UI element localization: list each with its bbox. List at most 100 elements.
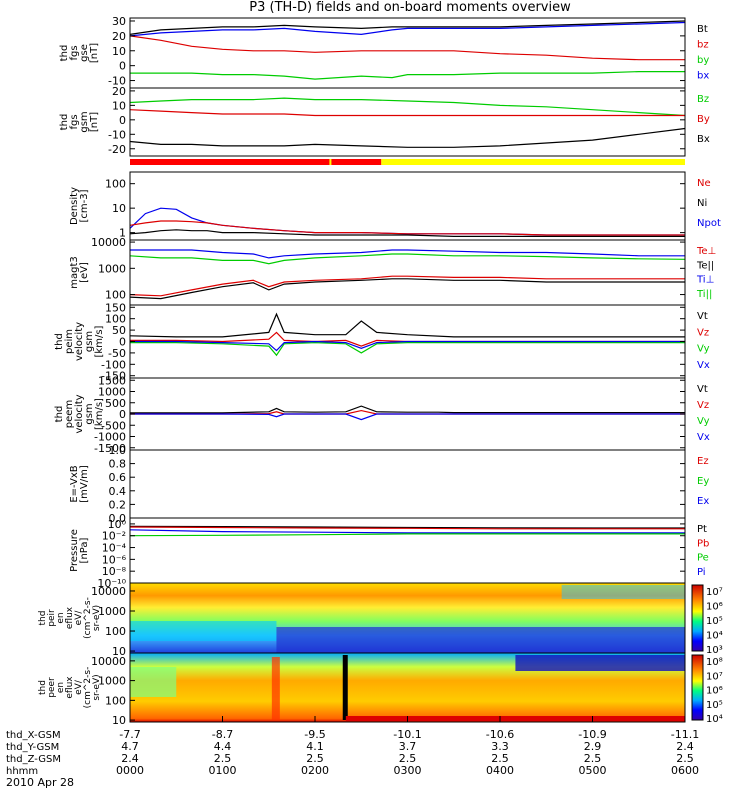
y-tick-label: 0.4 xyxy=(109,485,127,498)
colorbar xyxy=(691,654,704,721)
legend-entry: Bt xyxy=(697,24,708,35)
y-tick-label: 10000 xyxy=(91,236,126,249)
x-tick-label: -10.1 xyxy=(393,728,421,741)
spectrogram-region xyxy=(271,657,280,720)
series-line-black xyxy=(129,278,685,300)
spectrogram-region xyxy=(130,667,177,697)
y-tick-label: 10⁻⁶ xyxy=(102,553,127,566)
y-tick-label: 0.0 xyxy=(109,512,127,525)
x-axis-row-label: thd_Y-GSM xyxy=(6,742,59,753)
y-axis-label: gse xyxy=(79,44,90,62)
series-line-blue xyxy=(129,21,686,37)
y-tick-label: -1000 xyxy=(94,431,126,444)
colorbar-tick-label: 10⁷ xyxy=(706,587,723,598)
x-tick-label: 2.9 xyxy=(584,740,602,753)
series-line-red xyxy=(129,526,685,530)
legend-entry: by xyxy=(697,55,709,66)
series-line-green xyxy=(129,97,686,117)
series-line-black xyxy=(129,20,686,35)
series-line-blue xyxy=(130,249,685,259)
x-tick-label: -9.5 xyxy=(304,728,325,741)
x-tick-label: 3.7 xyxy=(399,740,417,753)
y-axis-label: peem xyxy=(64,400,75,428)
y-axis-label: en xyxy=(56,682,66,693)
y-tick-label: -1500 xyxy=(94,442,126,455)
x-axis-row-label: hhmm xyxy=(6,766,38,777)
panel-fgs_gse: 30 20 10 0 -10 thd fgs gse [nT] Bt bz by bx xyxy=(59,15,709,89)
y-axis-label: [mV/m] xyxy=(79,465,90,503)
legend-entry: Vx xyxy=(697,432,710,443)
y-tick-label: 1000 xyxy=(98,262,126,275)
series-line-red xyxy=(129,275,685,297)
panel-efield: 1.00.80.60.40.20.0 E=-VxB [mV/m] Ez Ey Ex xyxy=(69,444,709,525)
spectrogram-gap xyxy=(342,655,348,720)
series-line-black xyxy=(129,312,685,338)
y-axis-label: peer xyxy=(47,677,57,698)
series-line-black xyxy=(129,525,685,529)
y-tick-label: -100 xyxy=(101,358,126,371)
y-axis-label: fgs xyxy=(69,114,80,129)
panel-density: 100 10 1 Density [cm-3] Ne Ni Npot xyxy=(69,171,721,241)
series-line-green xyxy=(129,533,685,537)
colorbar-tick-label: 10⁵ xyxy=(706,700,723,711)
y-axis-label: [km/s] xyxy=(94,325,105,357)
spectrogram-region xyxy=(276,627,685,653)
y-tick-label: 0.2 xyxy=(109,498,127,511)
x-tick-label: 4.4 xyxy=(214,740,232,753)
y-tick-label: 10000 xyxy=(91,655,126,668)
legend-entry: By xyxy=(697,114,710,125)
y-tick-label: 10 xyxy=(112,99,126,112)
y-tick-label: 1000 xyxy=(98,675,126,688)
spectrogram-region xyxy=(515,655,685,671)
colorbar-tick-label: 10⁶ xyxy=(706,602,723,613)
series-line-black xyxy=(129,127,686,148)
series-line-blue xyxy=(130,413,685,421)
x-tick-label: 3.3 xyxy=(491,740,509,753)
series-line-red xyxy=(129,35,685,61)
x-tick-label: 2.5 xyxy=(491,752,509,765)
legend-entry: bx xyxy=(697,71,709,82)
y-tick-label: 0.8 xyxy=(109,458,127,471)
y-axis-label: eflux xyxy=(65,606,75,629)
y-tick-label: -500 xyxy=(101,419,126,432)
y-tick-label: 10⁻⁸ xyxy=(102,565,127,578)
y-axis-label: fgs xyxy=(69,45,80,60)
y-axis-label: [km/s] xyxy=(94,398,105,430)
panel-temperature: 10000 1000 100 magt3 [eV] Te⊥ Te|| Ti⊥ Ti|| xyxy=(69,236,716,306)
legend-entry: Npot xyxy=(697,218,721,229)
x-tick-label: 0500 xyxy=(579,764,607,777)
series-line-blue xyxy=(130,340,685,352)
series-line-black xyxy=(130,405,685,414)
legend-entry: Ex xyxy=(697,496,709,507)
colorbar xyxy=(691,584,704,652)
spectrogram-peir_en_eflux: 10000 1000 100 10 thd peir en eflux eV/(cm^2-s-s… xyxy=(38,582,723,658)
y-tick-label: 1000 xyxy=(98,605,126,618)
y-tick-label: 20 xyxy=(112,85,126,98)
y-axis-label: peim xyxy=(64,329,75,354)
series-line-green xyxy=(129,253,686,265)
mode-bar-red xyxy=(130,159,382,165)
y-tick-label: -50 xyxy=(108,347,126,360)
legend-entry: Vz xyxy=(697,327,709,338)
colorbar-tick-label: 10³ xyxy=(706,645,723,656)
y-tick-label: -10 xyxy=(108,75,126,88)
date-label: 2010 Apr 28 xyxy=(6,776,74,789)
y-axis-label: thd xyxy=(54,406,65,423)
x-tick-label: 2.5 xyxy=(399,752,417,765)
x-tick-label: 4.1 xyxy=(306,740,324,753)
legend-entry: Pt xyxy=(697,524,707,535)
y-tick-label: 10⁻² xyxy=(102,530,126,543)
y-axis-label: magt3 xyxy=(69,256,80,289)
y-axis-label: peir xyxy=(47,609,57,627)
legend-entry: bz xyxy=(697,40,709,51)
y-tick-label: 10 xyxy=(112,645,126,658)
legend-entry: Vt xyxy=(697,311,708,322)
x-tick-label: 2.5 xyxy=(676,752,694,765)
x-tick-label: -10.9 xyxy=(578,728,606,741)
y-axis-label: [nT] xyxy=(89,112,100,132)
legend-entry: Te|| xyxy=(696,260,714,271)
x-tick-label: -8.7 xyxy=(212,728,233,741)
x-tick-label: 2.5 xyxy=(306,752,324,765)
y-tick-label: 10 xyxy=(112,714,126,727)
